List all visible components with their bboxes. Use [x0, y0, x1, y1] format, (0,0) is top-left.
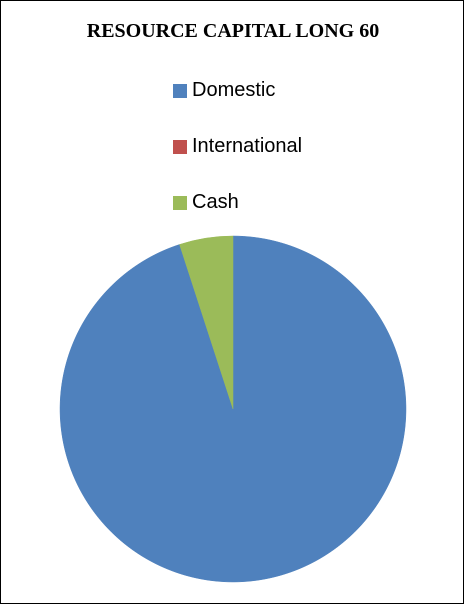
pie-slice-cash [179, 235, 234, 410]
legend-label-cash: Cash [192, 191, 239, 213]
legend-swatch-international [173, 140, 187, 154]
legend-swatch-cash [173, 196, 187, 210]
legend-label-international: International [192, 135, 303, 157]
legend-label-domestic: Domestic [192, 79, 276, 101]
chart-title: RESOURCE CAPITAL LONG 60 [86, 20, 380, 42]
legend-swatch-domestic [173, 84, 187, 98]
